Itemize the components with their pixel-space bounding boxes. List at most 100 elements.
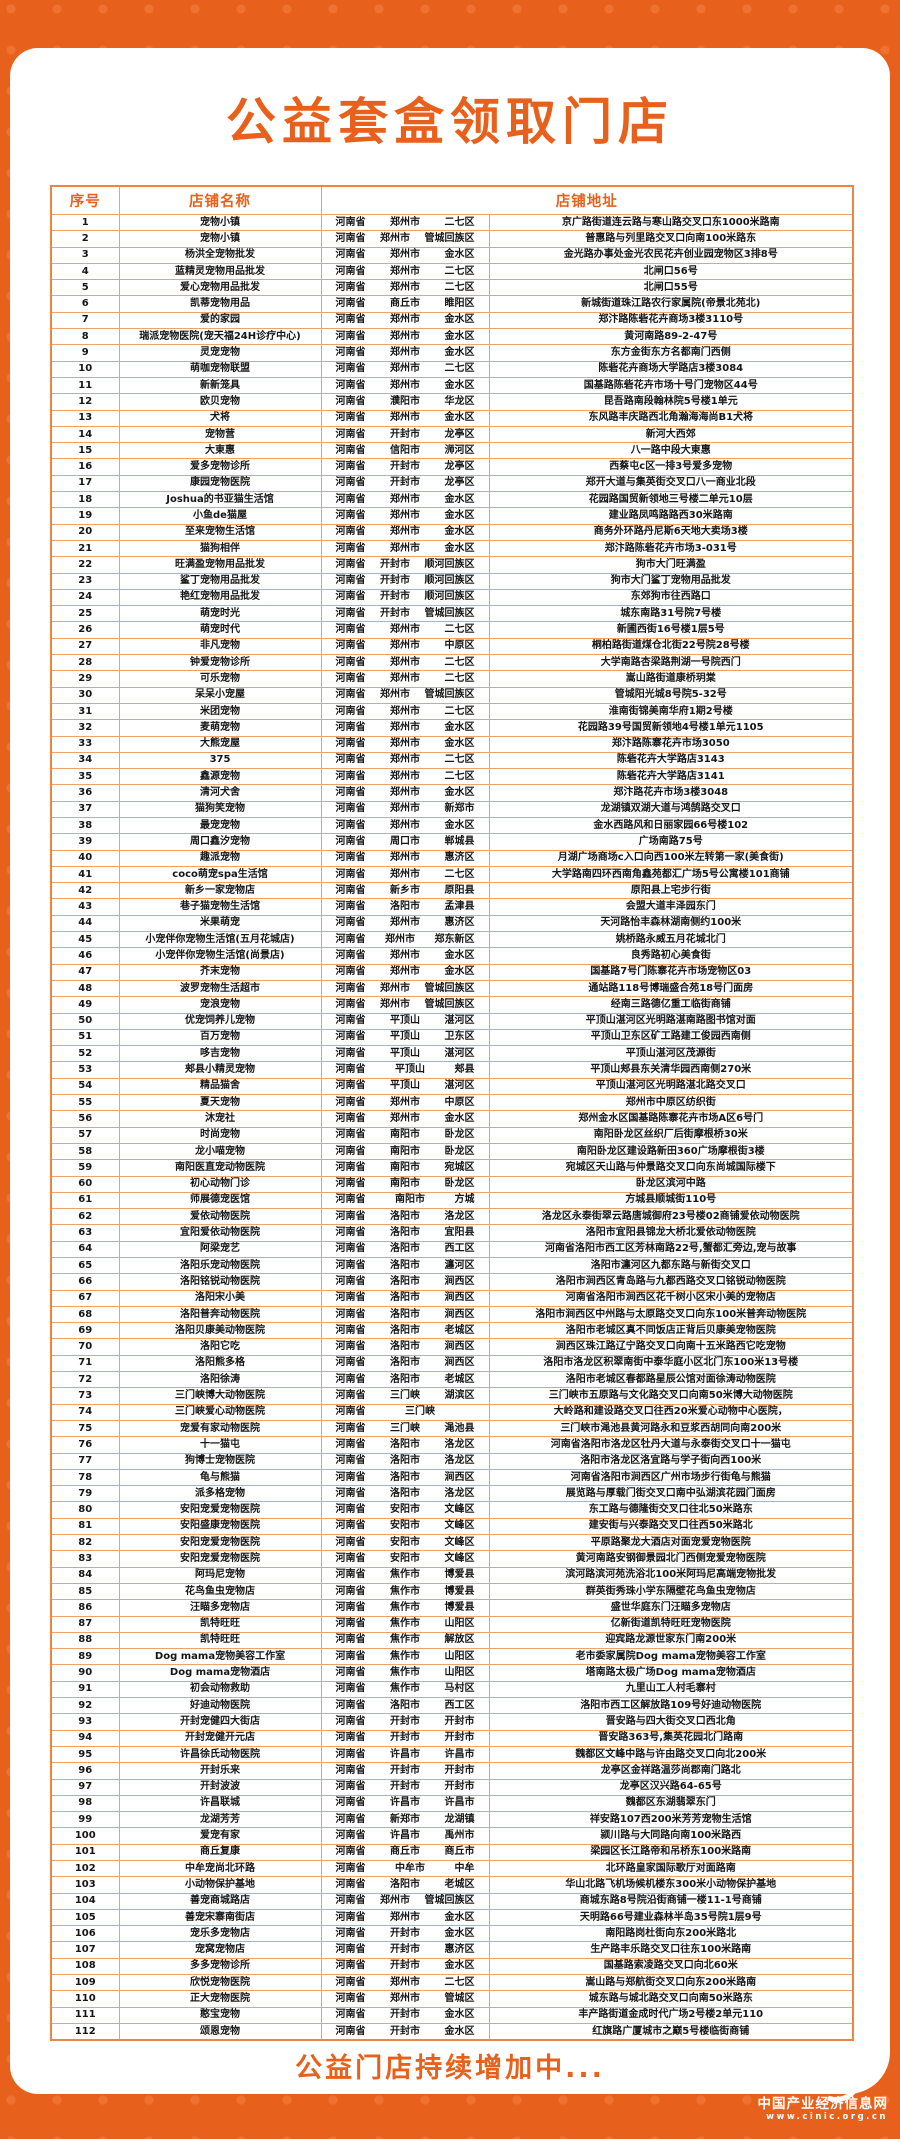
cell-province: 河南省 [335,1878,366,1890]
cell-city: 郑州市 [390,656,420,668]
cell-city: 开封市 [390,428,420,440]
cell-district: 涧西区 [444,1275,475,1287]
cell-province: 河南省 [335,1813,366,1825]
cell-address: 平顶山郏县东关清华园西南侧270米 [488,1061,854,1079]
cell-province: 河南省 [335,1112,366,1124]
cell-district: 开封市 [444,1781,475,1793]
table-row: 29 可乐宠物 河南省 郑州市 二七区 嵩山路街道康桥玥棠 [50,670,854,688]
cell-store-name: 宠物小镇 [118,230,322,248]
table-row: 110 正大宠物医院 河南省 郑州市 管城区 城东路与城北路交叉口向南50米路东 [50,1990,854,2008]
cell-province: 河南省 [335,835,366,847]
table-row: 82 安阳宠爱宠物医院 河南省 安阳市 文峰区 平原路聚龙大酒店对面宠爱宠物医院 [50,1534,854,1552]
cell-address: 京广路街道连云路与寒山路交叉口东1000米路南 [488,213,854,232]
cell-store-name: 洛阳贝康美动物医院 [118,1322,322,1340]
cell-province: 河南省 [335,1243,366,1255]
cell-store-name: 三门峡博大动物医院 [118,1387,322,1405]
cell-city: 郑州市 [390,770,420,782]
cell-province: 河南省 [335,721,366,733]
cell-address: 月湖广场商场c入口向西100米左转第一家(美食街) [488,849,854,867]
cell-store-name: 鲨丁宠物用品批发 [118,572,322,590]
table-row: 7 爱的家园 河南省 郑州市 金水区 郑汴路陈砦花卉商场3楼3110号 [50,311,854,330]
cell-store-name: 洛阳熊多格 [118,1354,322,1373]
cell-province: 河南省 [335,249,366,261]
cell-region: 河南省 开封市 顺河回族区 [320,572,490,590]
cell-district: 老城区 [444,1324,475,1336]
cell-store-name: 安阳宠爱宠物医院 [118,1501,322,1519]
cell-region: 河南省 南阳市 卧龙区 [320,1175,490,1193]
cell-store-name: 洛阳徐涛 [118,1371,322,1389]
cell-city: 信阳市 [390,444,420,456]
cell-store-name: 蓝精灵宠物用品批发 [118,262,322,281]
cell-address: 狗市大门旺满盈 [488,556,854,574]
cell-address: 南阳卧龙区丝织厂后街摩根桥30米 [488,1126,854,1144]
table-row: 107 宠窝宠物店 河南省 开封市 惠济区 生产路丰乐路交叉口往东100米路南 [50,1941,854,1959]
cell-address: 梁园区长江路帝和吊桥东100米路南 [488,1843,854,1861]
cell-province: 河南省 [335,607,366,619]
cell-store-name: 鑫源宠物 [118,768,322,786]
cell-district: 郏县 [454,1064,475,1076]
cell-address: 三门峡市五原路与文化路交叉口向南50米博大动物医院 [488,1387,854,1405]
table-row: 76 十一猫屯 河南省 洛阳市 洛龙区 河南省洛阳市洛龙区牡丹大道与永泰街交叉口… [50,1436,854,1454]
cell-city: 平顶山 [390,1031,420,1043]
cell-region: 河南省 焦作市 博爱县 [320,1566,490,1584]
cell-city: 郑州市 [390,787,420,799]
cell-store-name: 可乐宠物 [118,670,322,688]
table-row: 8 瑞派宠物医院(宠天福24H诊疗中心) 河南省 郑州市 金水区 黄河南路89-… [50,328,854,346]
cell-region: 河南省 郑州市 金水区 [320,963,490,981]
cell-province: 河南省 [335,1096,366,1108]
cell-index: 43 [50,898,120,916]
cell-city: 焦作市 [390,1601,420,1613]
cell-store-name: 龙小喵宠物 [118,1142,322,1161]
cell-store-name: 龙湖芳芳 [118,1811,322,1829]
cell-address: 平顶山湛河区茂源街 [488,1045,854,1063]
cell-region: 河南省 开封市 龙亭区 [320,474,490,493]
table-row: 81 安阳盛康宠物医院 河南省 安阳市 文峰区 建安街与兴泰路交叉口往西50米路… [50,1517,854,1536]
cell-district: 金水区 [444,1960,475,1972]
cell-store-name: 犬将 [118,409,322,427]
cell-province: 河南省 [335,1308,366,1320]
cell-province: 河南省 [335,1699,366,1711]
cell-index: 9 [50,344,120,362]
cell-city: 郑州市 [390,1911,420,1923]
table-row: 65 洛阳乐宠动物医院 河南省 洛阳市 瀍河区 洛阳市瀍河区九都东路与新街交叉口 [50,1256,854,1275]
table-row: 70 洛阳它吃 河南省 洛阳市 涧西区 涧西区珠江路辽宁路交叉口向南十五米路西它… [50,1338,854,1356]
cell-store-name: 清河犬舍 [118,784,322,802]
cell-region: 河南省 焦作市 山阳区 [320,1648,490,1666]
cell-city: 开封市 [390,2009,420,2021]
cell-region: 河南省 郑州市 惠济区 [320,849,490,867]
cell-city: 郑州市 [390,1112,420,1124]
cell-store-name: 洛阳普奔动物医院 [118,1305,322,1324]
cell-index: 101 [50,1843,120,1861]
store-table: 序号 店铺名称 店铺地址 1 宠物小镇 河南省 郑州市 二七区 京广路街道连云路… [50,185,854,2042]
cell-address: 桐柏路街道煤仓北街22号院28号楼 [488,637,854,656]
table-row: 84 阿玛尼宠物 河南省 焦作市 博爱县 滨河路滨河苑洗浴北100米阿玛尼高端宠… [50,1566,854,1584]
cell-index: 46 [50,947,120,965]
cell-province: 河南省 [335,1781,366,1793]
cell-city: 郑州市 [390,265,420,277]
cell-city: 平顶山 [390,1080,420,1092]
cell-index: 22 [50,556,120,574]
cell-index: 89 [50,1648,120,1666]
cell-address: 洛阳市涧西区青岛路与九都西路交叉口铭锐动物医院 [488,1273,854,1291]
cell-city: 洛阳市 [390,901,420,913]
cell-address: 方城县顺城街110号 [488,1191,854,1210]
cell-city: 郑州市 [390,1096,420,1108]
cell-store-name: 萌咖宠物联盟 [118,360,322,378]
table-row: 47 芥末宠物 河南省 郑州市 金水区 国基路7号门陈寨花卉市场宠物区03 [50,963,854,981]
cell-region: 河南省 焦作市 山阳区 [320,1664,490,1682]
cell-index: 103 [50,1876,120,1894]
cell-district: 涧西区 [444,1471,475,1483]
cell-city: 郑州市 [390,249,420,261]
cell-index: 47 [50,963,120,981]
cell-district: 西工区 [444,1243,475,1255]
cell-province: 河南省 [335,395,366,407]
cell-address: 魏都区文峰中路与许由路交叉口向北200米 [488,1745,854,1764]
cell-region: 河南省 开封市 金水区 [320,2022,490,2041]
cell-district: 中原区 [444,640,475,652]
cell-region: 河南省 郑州市 金水区 [320,376,490,395]
cell-store-name: 百万宠物 [118,1028,322,1047]
cell-province: 河南省 [335,298,366,310]
cell-district: 管城回族区 [424,998,475,1010]
cell-region: 河南省 焦作市 解放区 [320,1631,490,1650]
cell-province: 河南省 [335,1764,366,1776]
